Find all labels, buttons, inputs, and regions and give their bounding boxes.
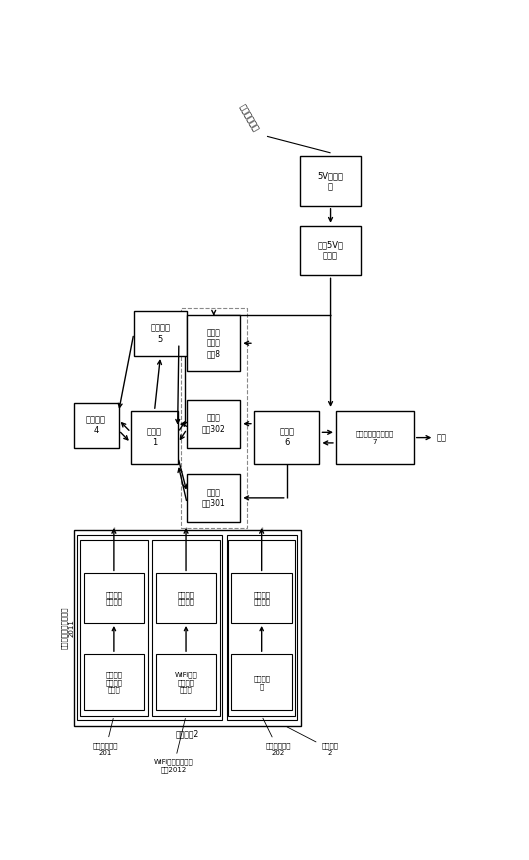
Bar xyxy=(74,402,118,447)
Text: 第一整流
斩波电路: 第一整流 斩波电路 xyxy=(105,591,122,605)
Bar xyxy=(157,654,216,710)
Bar xyxy=(231,654,293,710)
Text: 输出: 输出 xyxy=(436,433,446,442)
Bar xyxy=(152,540,220,716)
Bar xyxy=(134,311,187,356)
Bar xyxy=(187,400,240,447)
Text: 锂电池
6: 锂电池 6 xyxy=(279,427,294,447)
Text: 报警模块
5: 报警模块 5 xyxy=(150,323,170,343)
Bar xyxy=(187,474,240,522)
Text: 标准5V输
入端口: 标准5V输 入端口 xyxy=(317,241,343,261)
Text: WiFi感应无线充电
模块2012: WiFi感应无线充电 模块2012 xyxy=(154,718,194,773)
Text: 外接直流电源: 外接直流电源 xyxy=(237,102,260,133)
Text: 温度传
感器301: 温度传 感器301 xyxy=(202,488,225,507)
Bar xyxy=(77,535,222,721)
Text: 5V直流电
源: 5V直流电 源 xyxy=(317,171,343,191)
Text: 充电模块2: 充电模块2 xyxy=(176,729,199,738)
Bar xyxy=(300,225,361,275)
Bar xyxy=(187,315,240,372)
Bar xyxy=(131,411,178,464)
Text: 显示模块
4: 显示模块 4 xyxy=(86,415,106,435)
Bar xyxy=(84,574,143,623)
Bar xyxy=(74,531,301,726)
Text: 充电模块
2: 充电模块 2 xyxy=(287,727,338,756)
Text: 有线充电模块
202: 有线充电模块 202 xyxy=(263,718,291,756)
Text: 电压电
流检测
模块8: 电压电 流检测 模块8 xyxy=(207,328,221,359)
Bar xyxy=(80,540,148,716)
Bar xyxy=(84,654,143,710)
Bar xyxy=(336,411,414,464)
Bar xyxy=(229,540,295,716)
Text: 第二整流
斩波电路: 第二整流 斩波电路 xyxy=(178,591,195,605)
Bar xyxy=(227,535,297,721)
Bar xyxy=(300,157,361,206)
Bar xyxy=(231,574,293,623)
Text: 控制器
1: 控制器 1 xyxy=(147,427,162,447)
Text: 市电输入
端: 市电输入 端 xyxy=(253,675,270,690)
Text: 电磁感应
式无线电
输入端: 电磁感应 式无线电 输入端 xyxy=(105,671,122,693)
Text: 电磁感应无线充电模块
2011: 电磁感应无线充电模块 2011 xyxy=(61,606,75,649)
Bar xyxy=(254,411,320,464)
Bar xyxy=(157,574,216,623)
Text: 放电升降压保护模块
7: 放电升降压保护模块 7 xyxy=(355,431,394,445)
Text: 压力传
感器302: 压力传 感器302 xyxy=(202,414,225,433)
Text: 第三整流
斩波电路: 第三整流 斩波电路 xyxy=(253,591,270,605)
Text: WiFi感应
式无线电
输入端: WiFi感应 式无线电 输入端 xyxy=(175,671,197,693)
Text: 无线充电模块
201: 无线充电模块 201 xyxy=(93,718,118,756)
Bar xyxy=(181,309,247,528)
